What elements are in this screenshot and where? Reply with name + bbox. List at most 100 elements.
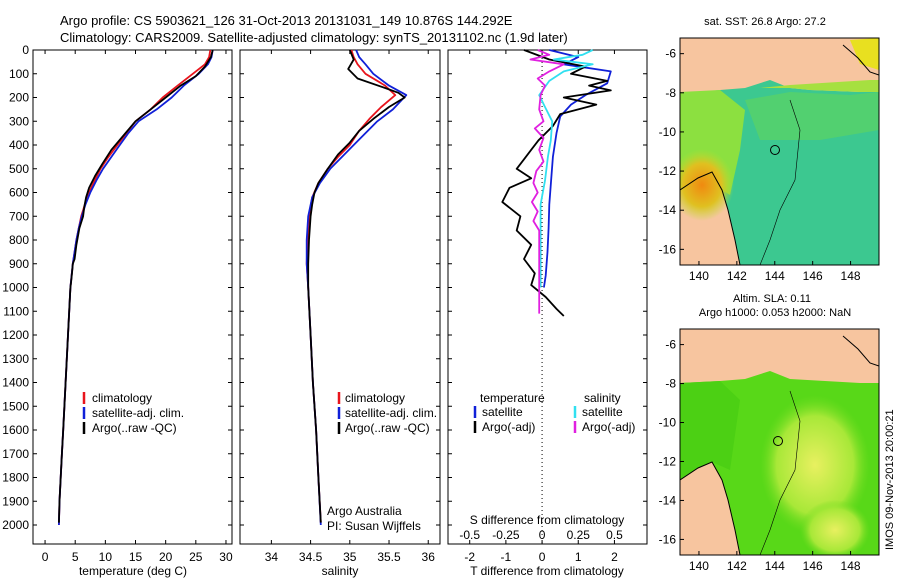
- y-tick-label: 500: [9, 162, 29, 176]
- y-tick-label: 400: [9, 138, 29, 152]
- map-y-tick-label: -12: [659, 454, 677, 468]
- t-difference-axis-label: T difference from climatology: [470, 564, 624, 578]
- y-tick-label: 2000: [2, 518, 29, 532]
- legend-label-s-argo: Argo(-adj): [582, 420, 635, 434]
- header-line-2: Climatology: CARS2009. Satellite-adjuste…: [60, 30, 568, 45]
- sst-map-frame: [679, 37, 880, 266]
- x-tick-label: 36: [422, 550, 436, 564]
- y-tick-label: 0: [22, 43, 29, 57]
- map-x-tick-label: 142: [727, 559, 747, 573]
- annotation-pi: PI: Susan Wijffels: [327, 519, 421, 533]
- y-tick-label: 200: [9, 91, 29, 105]
- imos-credit: IMOS 09-Nov-2013 20:00:21: [884, 409, 896, 550]
- sla-map-title-1: Altim. SLA: 0.11: [733, 293, 811, 305]
- x-tick-label: 1: [575, 550, 582, 564]
- y-tick-label: 1800: [2, 471, 29, 485]
- y-tick-label: 900: [9, 257, 29, 271]
- sst-argo-marker: [770, 145, 780, 155]
- temperature-panel-frame: [32, 49, 233, 545]
- map-y-tick-label: -8: [665, 86, 676, 100]
- map-y-tick-label: -14: [659, 203, 677, 217]
- series-line-t-satellite: [543, 49, 612, 288]
- sst-inner-warm: [850, 38, 879, 70]
- x-tick-label: 0: [42, 550, 49, 564]
- map-x-tick-label: 146: [803, 269, 823, 283]
- map-x-tick-label: 140: [689, 269, 709, 283]
- map-x-tick-label: 144: [765, 559, 785, 573]
- s-tick-label: 0.5: [606, 528, 623, 542]
- sst-north: [760, 80, 879, 92]
- sla-png-land: [800, 329, 879, 371]
- x-tick-label: 15: [129, 550, 143, 564]
- legend-label-climatology: climatology: [345, 391, 405, 405]
- x-tick-label: 5: [72, 550, 79, 564]
- legend-label-t-argo: Argo(-adj): [482, 420, 535, 434]
- series-line-s-argo-adj-: [529, 49, 565, 314]
- s-tick-label: 0: [539, 528, 546, 542]
- s-difference-axis-label: S difference from climatology: [470, 513, 625, 527]
- map-x-tick-label: 140: [689, 559, 709, 573]
- legend-label-argo: Argo(..raw -QC): [92, 421, 177, 435]
- y-tick-label: 800: [9, 233, 29, 247]
- x-tick-label: 34: [265, 550, 279, 564]
- salinity-legend: climatology satellite-adj. clim. Argo(..…: [327, 391, 437, 533]
- sla-map-title-2: Argo h1000: 0.053 h2000: NaN: [699, 307, 851, 319]
- x-tick-label: -1: [501, 550, 512, 564]
- sla-coastline-cape-york: [680, 461, 741, 555]
- legend-label-s-satellite: satellite: [582, 405, 623, 419]
- series-line-satellite-adj-clim-: [305, 49, 408, 526]
- legend-title-temperature: temperature: [480, 391, 545, 405]
- map-y-tick-label: -6: [665, 338, 676, 352]
- y-tick-label: 1700: [2, 447, 29, 461]
- y-tick-label: 700: [9, 209, 29, 223]
- map-y-tick-label: -16: [659, 242, 677, 256]
- x-tick-label: 30: [219, 550, 233, 564]
- y-tick-label: 1400: [2, 376, 29, 390]
- sst-coastline-cape-york: [680, 171, 741, 265]
- map-y-tick-label: -10: [659, 125, 677, 139]
- legend-label-argo: Argo(..raw -QC): [345, 421, 430, 435]
- map-y-tick-label: -10: [659, 416, 677, 430]
- x-tick-label: -2: [464, 550, 475, 564]
- map-x-tick-label: 148: [841, 269, 861, 283]
- sla-map: [680, 329, 879, 555]
- map-x-tick-label: 148: [841, 559, 861, 573]
- sst-coastline-png: [842, 44, 879, 76]
- difference-legend: temperature satellite Argo(-adj) salinit…: [470, 391, 636, 527]
- y-tick-label: 1200: [2, 328, 29, 342]
- salinity-axis-label: salinity: [322, 564, 359, 578]
- y-tick-label: 1300: [2, 352, 29, 366]
- series-line-climatology: [305, 49, 397, 523]
- y-tick-label: 1600: [2, 423, 29, 437]
- legend-label-satellite: satellite-adj. clim.: [92, 406, 184, 420]
- sst-strait: [745, 92, 879, 140]
- temperature-axis-label: temperature (deg C): [79, 564, 187, 578]
- series-line-argo-raw-qc-: [307, 49, 406, 523]
- legend-label-climatology: climatology: [92, 391, 152, 405]
- sla-reef-contour: [759, 390, 801, 555]
- series-line-t-argo-adj-: [501, 49, 612, 317]
- legend-label-satellite: satellite-adj. clim.: [345, 406, 437, 420]
- y-tick-label: 1500: [2, 399, 29, 413]
- annotation-argo-australia: Argo Australia: [327, 504, 402, 518]
- map-y-tick-label: -16: [659, 532, 677, 546]
- sst-warm-patch: [680, 149, 734, 221]
- x-tick-label: 35: [343, 550, 357, 564]
- map-x-tick-label: 144: [765, 269, 785, 283]
- sst-reef-contour: [759, 99, 801, 265]
- legend-label-t-satellite: satellite: [482, 405, 523, 419]
- temperature-legend: climatology satellite-adj. clim. Argo(..…: [82, 391, 184, 435]
- sla-map-axes: 140 142 144 146 148 -6 -8 -10 -12 -14 -16: [659, 338, 861, 573]
- y-tick-label: 300: [9, 114, 29, 128]
- sla-argo-marker: [773, 436, 783, 446]
- header-line-1: Argo profile: CS 5903621_126 31-Oct-2013…: [60, 13, 513, 28]
- sla-high-patch: [760, 395, 870, 535]
- map-y-tick-label: -6: [665, 47, 676, 61]
- y-tick-label: 100: [9, 67, 29, 81]
- x-tick-label: 10: [99, 550, 113, 564]
- map-x-tick-label: 142: [727, 269, 747, 283]
- map-x-tick-label: 146: [803, 559, 823, 573]
- x-tick-label: 25: [189, 550, 203, 564]
- s-tick-label: -0.25: [492, 528, 520, 542]
- sla-map-frame: [679, 328, 880, 556]
